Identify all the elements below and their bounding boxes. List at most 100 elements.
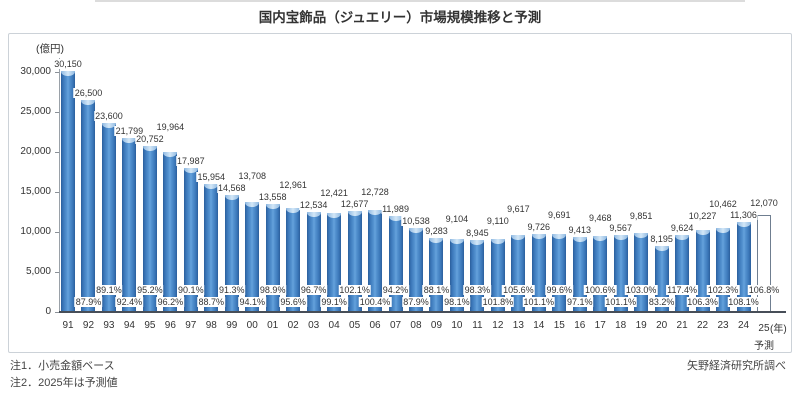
bar-04	[327, 212, 342, 312]
yoy-label-94: 92.4%	[115, 297, 144, 307]
x-tick-06: 06	[369, 320, 381, 331]
bar-00	[245, 202, 260, 312]
note-1: 注1．小売金額ベース	[10, 360, 115, 372]
y-tick-label: 25,000	[20, 106, 51, 117]
x-tick-01: 01	[267, 320, 279, 331]
bar-20	[654, 246, 669, 312]
x-tick-95: 95	[144, 320, 156, 331]
y-tick-label: 30,000	[20, 66, 51, 77]
x-tick-93: 93	[103, 320, 115, 331]
value-label-19: 9,851	[628, 211, 654, 222]
x-tick-02: 02	[287, 320, 299, 331]
bar-18	[613, 235, 628, 312]
x-tick-10: 10	[451, 320, 463, 331]
value-label-95: 20,752	[135, 133, 165, 144]
value-label-15: 9,691	[547, 210, 572, 221]
bar-16	[572, 236, 587, 312]
x-tick-09: 09	[430, 320, 443, 331]
yoy-label-21: 117.4%	[666, 285, 699, 295]
value-label-25: 12,070	[749, 197, 779, 208]
yoy-label-14: 101.1%	[522, 297, 556, 307]
y-axis-line	[59, 58, 60, 312]
bar-96	[163, 152, 178, 312]
value-label-99: 14,568	[216, 183, 247, 194]
value-label-07: 11,989	[381, 204, 410, 215]
bar-98	[204, 184, 219, 312]
value-label-04: 12,421	[319, 187, 349, 198]
value-label-09: 9,283	[424, 225, 449, 236]
x-tick-18: 18	[615, 320, 627, 331]
bar-12	[490, 239, 505, 312]
value-label-21: 9,624	[669, 223, 695, 233]
value-label-24: 11,306	[729, 209, 758, 220]
y-tick-label: 5,000	[25, 266, 51, 277]
x-tick-94: 94	[123, 320, 135, 331]
bar-08	[408, 227, 423, 312]
yoy-label-19: 103.0%	[624, 285, 658, 295]
yoy-label-13: 105.6%	[502, 285, 535, 295]
forecast-axis-label: 予測	[754, 341, 774, 352]
bar-03	[306, 211, 321, 312]
yoy-label-12: 101.8%	[481, 297, 515, 307]
yoy-label-92: 87.9%	[74, 297, 103, 307]
x-tick-92: 92	[82, 320, 95, 331]
y-tick-mark	[55, 271, 59, 273]
value-label-96: 19,964	[155, 121, 186, 132]
bar-95	[142, 145, 157, 312]
value-label-01: 13,558	[257, 191, 288, 202]
value-label-98: 15,954	[196, 172, 227, 183]
value-label-11: 8,945	[465, 228, 490, 239]
yoy-label-23: 102.3%	[706, 285, 740, 295]
value-label-18: 9,567	[608, 223, 633, 234]
bar-24	[736, 221, 751, 312]
value-label-05: 12,677	[339, 198, 370, 209]
x-tick-14: 14	[533, 320, 545, 331]
bar-97	[183, 168, 198, 312]
x-tick-97: 97	[185, 320, 197, 331]
y-axis-unit-label: (億円)	[36, 43, 64, 55]
bar-01	[265, 203, 280, 312]
bar-10	[449, 239, 464, 312]
x-tick-25: 25	[758, 323, 770, 334]
y-tick-label: 0	[45, 306, 51, 317]
x-tick-04: 04	[328, 320, 340, 331]
yoy-label-22: 106.3%	[686, 297, 719, 307]
value-label-12: 9,110	[485, 216, 510, 227]
bar-93	[101, 123, 116, 312]
value-label-97: 17,987	[176, 156, 206, 167]
x-axis-line	[59, 311, 786, 313]
x-tick-08: 08	[410, 320, 422, 331]
yoy-label-07: 94.2%	[381, 285, 410, 295]
yoy-label-02: 95.6%	[279, 297, 307, 307]
value-label-91: 30,150	[53, 58, 83, 69]
yoy-label-24: 108.1%	[727, 297, 760, 307]
chart-title: 国内宝飾品（ジュエリー）市場規模推移と予測	[258, 10, 542, 25]
yoy-label-01: 98.9%	[258, 285, 287, 295]
value-label-16: 9,413	[567, 224, 593, 235]
value-label-03: 12,534	[298, 199, 329, 210]
x-tick-21: 21	[676, 320, 688, 331]
yoy-label-10: 98.1%	[443, 297, 471, 307]
yoy-label-16: 97.1%	[565, 297, 594, 307]
x-tick-11: 11	[472, 320, 483, 331]
page-divider-line	[95, 0, 745, 2]
y-tick-mark	[55, 311, 59, 313]
x-tick-23: 23	[717, 320, 729, 331]
yoy-label-96: 96.2%	[156, 297, 185, 307]
yoy-label-15: 99.6%	[545, 285, 574, 295]
y-tick-label: 20,000	[20, 146, 51, 157]
y-tick-label: 15,000	[20, 186, 51, 197]
bar-22	[695, 230, 710, 312]
x-tick-20: 20	[656, 320, 668, 331]
x-tick-96: 96	[164, 320, 176, 331]
x-tick-99: 99	[226, 320, 238, 331]
value-label-02: 12,961	[278, 179, 308, 190]
value-label-00: 13,708	[237, 171, 267, 182]
yoy-label-03: 96.7%	[299, 285, 328, 295]
x-tick-03: 03	[308, 320, 320, 331]
yoy-label-11: 98.3%	[463, 285, 492, 295]
x-tick-16: 16	[574, 320, 586, 331]
x-tick-12: 12	[492, 320, 504, 331]
